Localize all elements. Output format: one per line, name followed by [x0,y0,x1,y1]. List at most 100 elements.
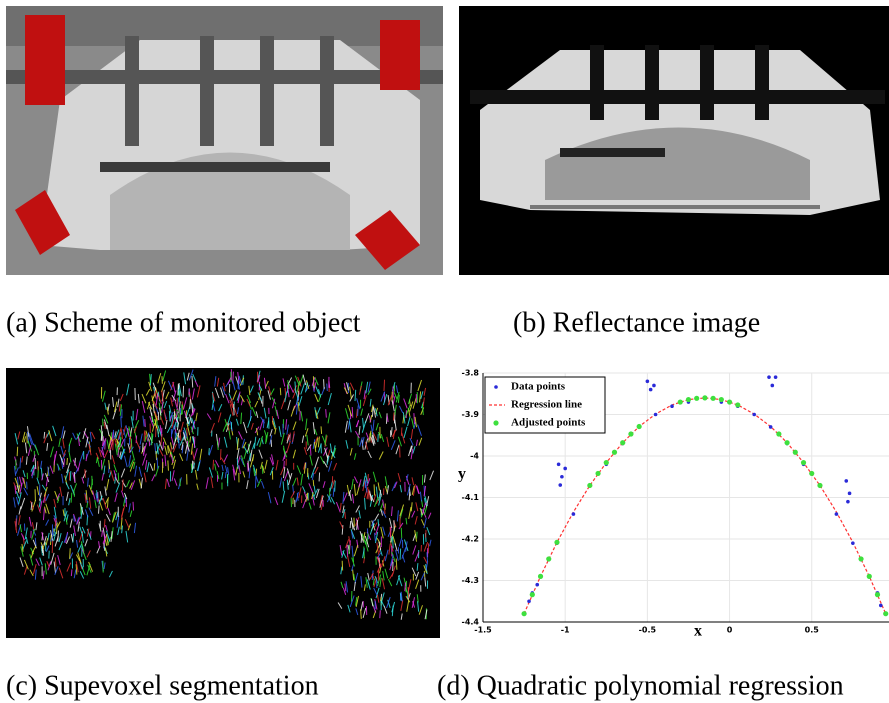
point [538,574,543,579]
texture [384,380,385,391]
image-reflectance [459,6,889,275]
texture [396,559,397,570]
texture [44,432,45,439]
texture [99,506,100,514]
point [595,471,600,476]
texture [310,446,311,456]
legend-label: Regression line [511,399,582,411]
texture [368,474,369,481]
texture [350,521,351,528]
point [774,375,778,379]
texture [374,484,375,495]
texture [401,428,402,436]
point [719,397,724,402]
texture [113,439,114,450]
texture [237,458,238,469]
point [767,375,771,379]
texture [393,537,394,549]
point [727,399,732,404]
point [587,483,592,488]
point [848,492,852,496]
point [883,611,888,616]
point [521,611,526,616]
point [694,396,699,401]
x-tick-label: -1.5 [474,626,492,635]
texture [358,405,359,416]
point [654,413,658,417]
texture [85,469,86,478]
texture [154,463,155,470]
point [530,592,535,597]
point [809,471,814,476]
texture [209,448,210,455]
y-tick-label: -4.1 [462,493,480,502]
point [686,397,691,402]
texture [386,413,387,424]
x-tick-label: 0 [727,626,733,635]
texture [380,610,381,618]
point [612,450,617,455]
y-tick-label: -4.3 [462,576,480,585]
point [817,483,822,488]
texture [393,412,394,420]
texture [405,582,406,591]
point [554,540,559,545]
texture [145,419,146,427]
point [558,483,562,487]
texture [70,548,71,559]
texture [280,388,281,395]
point [527,599,531,603]
texture [361,609,362,619]
point [649,388,653,392]
point [620,440,625,445]
point [846,500,850,504]
texture [121,416,122,427]
y-tick-label: -3.8 [462,369,480,378]
texture [67,458,68,465]
texture [92,476,93,485]
y-tick-label: -3.9 [462,410,480,419]
texture [156,451,157,460]
texture [326,409,327,418]
caption: (c) Supevoxel segmentation [6,670,319,701]
texture [179,438,180,448]
point [735,402,740,407]
texture [70,471,71,481]
texture [58,530,59,541]
texture [74,490,75,497]
point [563,467,567,471]
page: {"captions": ["(a) Scheme of monitored o… [0,0,889,703]
legend-label: Adjusted points [511,417,586,429]
point [560,475,564,479]
point [784,440,789,445]
point [770,384,774,388]
point [851,541,855,545]
point [711,396,716,401]
texture [104,519,105,528]
texture [349,545,350,554]
caption: (b) Reflectance image [513,307,760,338]
point [646,380,650,384]
point [793,450,798,455]
texture [133,502,134,511]
texture [55,558,56,567]
texture [256,469,257,476]
caption: (d) Quadratic polynomial regression [437,670,844,701]
point [769,425,773,429]
point [702,395,707,400]
texture [190,399,191,409]
point [844,479,848,483]
point [628,431,633,436]
texture [321,426,322,434]
texture [313,480,314,486]
image-scheme [6,6,443,275]
texture [168,460,169,470]
point [776,431,781,436]
point [752,413,756,417]
point [678,399,683,404]
x-tick-label: -1 [561,626,570,635]
texture [156,426,157,437]
texture [427,552,428,561]
x-tick-label: -0.5 [639,626,657,635]
point [604,460,609,465]
